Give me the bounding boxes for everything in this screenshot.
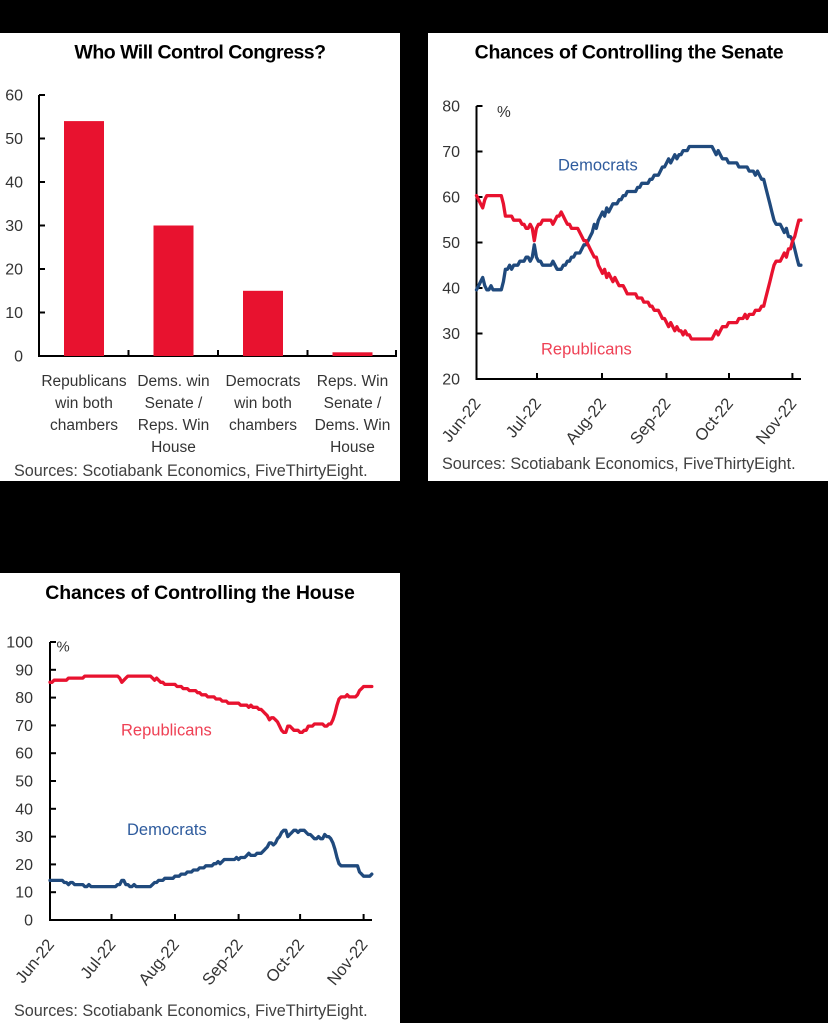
svg-text:Sources: Scotiabank Economics,: Sources: Scotiabank Economics, FiveThirt…	[14, 462, 368, 480]
svg-text:0: 0	[14, 349, 23, 366]
svg-text:60: 60	[442, 190, 460, 207]
svg-text:50: 50	[442, 235, 460, 252]
svg-text:Who Will Control Congress?: Who Will Control Congress?	[74, 42, 325, 64]
svg-text:%: %	[497, 104, 511, 121]
svg-text:60: 60	[5, 88, 23, 105]
svg-text:100: 100	[6, 635, 33, 652]
svg-text:20: 20	[442, 372, 460, 389]
svg-text:30: 30	[5, 218, 23, 235]
svg-text:20: 20	[15, 857, 33, 874]
svg-text:Democrats: Democrats	[127, 821, 207, 839]
svg-text:Sources: Scotiabank Economics,: Sources: Scotiabank Economics, FiveThirt…	[442, 455, 796, 473]
svg-text:0: 0	[24, 913, 33, 930]
svg-text:50: 50	[5, 131, 23, 148]
svg-text:10: 10	[15, 885, 33, 902]
svg-text:60: 60	[15, 746, 33, 763]
svg-text:50: 50	[15, 774, 33, 791]
svg-text:20: 20	[5, 262, 23, 279]
svg-text:70: 70	[442, 144, 460, 161]
svg-text:90: 90	[15, 662, 33, 679]
svg-text:40: 40	[442, 281, 460, 298]
svg-text:10: 10	[5, 305, 23, 322]
svg-text:80: 80	[442, 99, 460, 116]
svg-text:40: 40	[15, 801, 33, 818]
svg-text:30: 30	[15, 829, 33, 846]
svg-text:Democrats: Democrats	[558, 157, 638, 175]
svg-text:80: 80	[15, 690, 33, 707]
svg-text:40: 40	[5, 175, 23, 192]
svg-text:Chances of Controlling the Sen: Chances of Controlling the Senate	[475, 42, 784, 64]
svg-text:30: 30	[442, 326, 460, 343]
svg-text:%: %	[57, 640, 70, 656]
svg-text:Republicans: Republicans	[121, 722, 212, 740]
svg-text:70: 70	[15, 718, 33, 735]
svg-text:Sources: Scotiabank Economics,: Sources: Scotiabank Economics, FiveThirt…	[14, 1002, 368, 1020]
svg-text:Chances of Controlling the Hou: Chances of Controlling the House	[45, 582, 355, 604]
svg-text:Republicans: Republicans	[541, 341, 632, 359]
